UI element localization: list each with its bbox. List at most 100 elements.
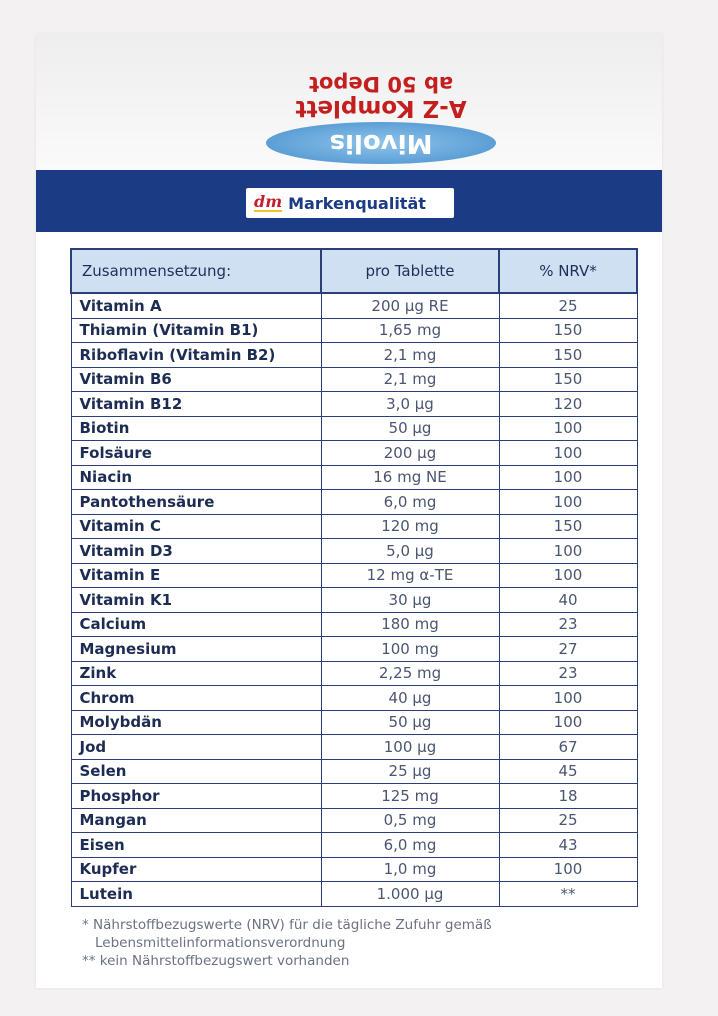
amount-per-tablet: 1.000 µg (320, 881, 500, 907)
nrv-percent: 150 (498, 513, 638, 539)
table-row: Riboflavin (Vitamin B2) 2,1 mg 150 (70, 342, 638, 368)
amount-per-tablet: 50 µg (320, 709, 500, 735)
nrv-percent: 25 (498, 292, 638, 319)
nrv-percent: 23 (498, 660, 638, 686)
header-nrv: % NRV* (498, 248, 638, 294)
nrv-percent: 150 (498, 366, 638, 392)
table-row: Vitamin D3 5,0 µg 100 (70, 538, 638, 564)
nrv-percent: 100 (498, 464, 638, 490)
amount-per-tablet: 16 mg NE (320, 464, 500, 490)
amount-per-tablet: 200 µg (320, 440, 500, 466)
table-row: Kupfer 1,0 mg 100 (70, 856, 638, 882)
amount-per-tablet: 1,65 mg (320, 317, 500, 343)
amount-per-tablet: 6,0 mg (320, 832, 500, 858)
nrv-percent: 67 (498, 734, 638, 760)
amount-per-tablet: 100 mg (320, 636, 500, 662)
nutrient-name: Vitamin C (70, 513, 322, 539)
table-body: Vitamin A 200 µg RE 25 Thiamin (Vitamin B1)… (70, 292, 638, 907)
table-row: Magnesium 100 mg 27 (70, 636, 638, 662)
amount-per-tablet: 180 mg (320, 611, 500, 637)
nutrient-name: Vitamin B6 (70, 366, 322, 392)
nrv-percent: 150 (498, 342, 638, 368)
nutrient-name: Kupfer (70, 856, 322, 882)
amount-per-tablet: 1,0 mg (320, 856, 500, 882)
nrv-percent: 100 (498, 685, 638, 711)
nutrient-name: Vitamin K1 (70, 587, 322, 613)
header-per-tablet: pro Tablette (320, 248, 500, 294)
nrv-percent: 100 (498, 415, 638, 441)
upside-down-branding: Mivolis A-Z Komplett ab 50 Depot (216, 68, 546, 164)
nutrient-name: Jod (70, 734, 322, 760)
quality-badge: dm Markenqualität (246, 188, 454, 218)
amount-per-tablet: 100 µg (320, 734, 500, 760)
nutrient-name: Niacin (70, 464, 322, 490)
nrv-percent: 43 (498, 832, 638, 858)
amount-per-tablet: 120 mg (320, 513, 500, 539)
product-subtitle: ab 50 Depot (308, 72, 454, 96)
amount-per-tablet: 30 µg (320, 587, 500, 613)
dm-logo-icon: dm (254, 192, 283, 212)
nrv-percent: 100 (498, 440, 638, 466)
table-row: Phosphor 125 mg 18 (70, 783, 638, 809)
amount-per-tablet: 200 µg RE (320, 292, 500, 319)
nrv-percent: 100 (498, 562, 638, 588)
table-row: Eisen 6,0 mg 43 (70, 832, 638, 858)
nutrient-name: Magnesium (70, 636, 322, 662)
nrv-percent: 25 (498, 807, 638, 833)
table-row: Thiamin (Vitamin B1) 1,65 mg 150 (70, 317, 638, 343)
table-row: Zink 2,25 mg 23 (70, 660, 638, 686)
nutrient-name: Vitamin D3 (70, 538, 322, 564)
table-row: Mangan 0,5 mg 25 (70, 807, 638, 833)
table-row: Vitamin A 200 µg RE 25 (70, 292, 638, 319)
badge-label: Markenqualität (288, 193, 426, 213)
table-row: Jod 100 µg 67 (70, 734, 638, 760)
nutrient-name: Mangan (70, 807, 322, 833)
amount-per-tablet: 2,1 mg (320, 366, 500, 392)
footnote-nrv: * Nährstoffbezugswerte (NRV) für die täg… (82, 917, 492, 933)
nutrient-name: Biotin (70, 415, 322, 441)
nutrient-name: Phosphor (70, 783, 322, 809)
nrv-percent: 100 (498, 709, 638, 735)
header-composition: Zusammensetzung: (70, 248, 322, 294)
table-row: Vitamin C 120 mg 150 (70, 513, 638, 539)
nutrient-name: Vitamin A (70, 292, 322, 319)
footnote-no-nrv: ** kein Nährstoffbezugswert vorhanden (82, 953, 350, 969)
brand-oval-logo: Mivolis (266, 122, 496, 164)
nrv-percent: 18 (498, 783, 638, 809)
nutrient-name: Chrom (70, 685, 322, 711)
table-row: Niacin 16 mg NE 100 (70, 464, 638, 490)
table-row: Selen 25 µg 45 (70, 758, 638, 784)
nutrient-name: Thiamin (Vitamin B1) (70, 317, 322, 343)
nutrient-name: Pantothensäure (70, 489, 322, 515)
table-row: Pantothensäure 6,0 mg 100 (70, 489, 638, 515)
table-row: Vitamin B12 3,0 µg 120 (70, 391, 638, 417)
table-row: Vitamin B6 2,1 mg 150 (70, 366, 638, 392)
table-row: Lutein 1.000 µg ** (70, 881, 638, 907)
amount-per-tablet: 2,25 mg (320, 660, 500, 686)
amount-per-tablet: 3,0 µg (320, 391, 500, 417)
nrv-percent: 45 (498, 758, 638, 784)
table-row: Vitamin K1 30 µg 40 (70, 587, 638, 613)
nutrient-name: Eisen (70, 832, 322, 858)
nutrient-name: Calcium (70, 611, 322, 637)
nrv-percent: 23 (498, 611, 638, 637)
nutrient-name: Selen (70, 758, 322, 784)
nutrient-name: Vitamin E (70, 562, 322, 588)
nrv-percent: 120 (498, 391, 638, 417)
table-row: Folsäure 200 µg 100 (70, 440, 638, 466)
brand-mark-text: Mivolis (329, 128, 433, 158)
nutrient-name: Molybdän (70, 709, 322, 735)
table-row: Molybdän 50 µg 100 (70, 709, 638, 735)
footnote-regulation: Lebensmittelinformationsverordnung (95, 935, 346, 951)
table-row: Vitamin E 12 mg α-TE 100 (70, 562, 638, 588)
nrv-percent: 100 (498, 489, 638, 515)
nrv-percent: 27 (498, 636, 638, 662)
nutrient-name: Folsäure (70, 440, 322, 466)
footnotes: * Nährstoffbezugswerte (NRV) für die täg… (82, 916, 642, 970)
nutrient-name: Zink (70, 660, 322, 686)
amount-per-tablet: 12 mg α-TE (320, 562, 500, 588)
amount-per-tablet: 25 µg (320, 758, 500, 784)
nutrient-name: Vitamin B12 (70, 391, 322, 417)
amount-per-tablet: 50 µg (320, 415, 500, 441)
table-row: Calcium 180 mg 23 (70, 611, 638, 637)
